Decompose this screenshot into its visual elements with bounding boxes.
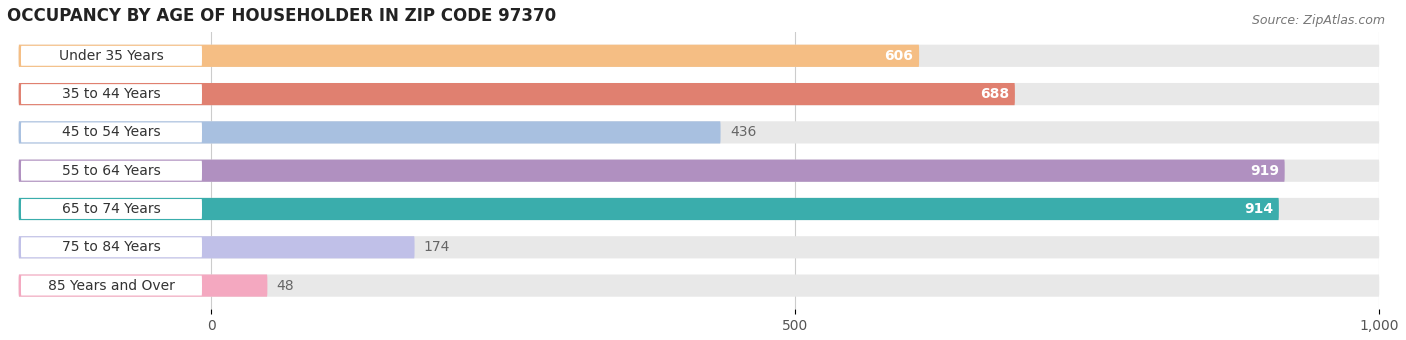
Text: Under 35 Years: Under 35 Years — [59, 49, 165, 63]
FancyBboxPatch shape — [18, 236, 415, 258]
Text: OCCUPANCY BY AGE OF HOUSEHOLDER IN ZIP CODE 97370: OCCUPANCY BY AGE OF HOUSEHOLDER IN ZIP C… — [7, 7, 555, 25]
Text: 688: 688 — [980, 87, 1010, 101]
Text: 48: 48 — [277, 278, 294, 293]
Text: 174: 174 — [423, 240, 450, 254]
FancyBboxPatch shape — [21, 46, 202, 66]
FancyBboxPatch shape — [18, 159, 1285, 182]
FancyBboxPatch shape — [21, 84, 202, 104]
FancyBboxPatch shape — [18, 45, 920, 67]
FancyBboxPatch shape — [18, 274, 267, 297]
FancyBboxPatch shape — [18, 83, 1379, 105]
Text: 75 to 84 Years: 75 to 84 Years — [62, 240, 160, 254]
FancyBboxPatch shape — [18, 121, 1379, 143]
FancyBboxPatch shape — [18, 274, 1379, 297]
FancyBboxPatch shape — [21, 199, 202, 219]
FancyBboxPatch shape — [18, 198, 1279, 220]
Text: 606: 606 — [884, 49, 914, 63]
FancyBboxPatch shape — [18, 236, 1379, 258]
Text: 919: 919 — [1250, 164, 1279, 178]
Text: 55 to 64 Years: 55 to 64 Years — [62, 164, 160, 178]
FancyBboxPatch shape — [18, 45, 1379, 67]
Text: 65 to 74 Years: 65 to 74 Years — [62, 202, 160, 216]
FancyBboxPatch shape — [21, 122, 202, 142]
FancyBboxPatch shape — [18, 121, 720, 143]
Text: 45 to 54 Years: 45 to 54 Years — [62, 125, 160, 139]
FancyBboxPatch shape — [18, 83, 1015, 105]
FancyBboxPatch shape — [18, 159, 1379, 182]
FancyBboxPatch shape — [21, 161, 202, 181]
Text: 85 Years and Over: 85 Years and Over — [48, 278, 174, 293]
FancyBboxPatch shape — [21, 276, 202, 295]
Text: Source: ZipAtlas.com: Source: ZipAtlas.com — [1251, 14, 1385, 27]
Text: 914: 914 — [1244, 202, 1272, 216]
FancyBboxPatch shape — [21, 237, 202, 257]
Text: 35 to 44 Years: 35 to 44 Years — [62, 87, 160, 101]
Text: 436: 436 — [730, 125, 756, 139]
FancyBboxPatch shape — [18, 198, 1379, 220]
